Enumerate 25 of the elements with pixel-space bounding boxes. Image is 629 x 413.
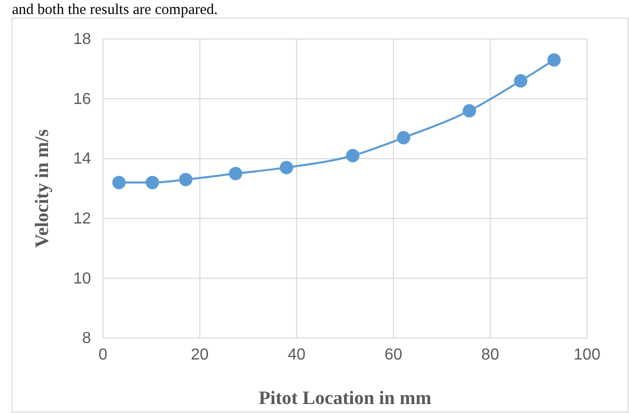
point	[462, 104, 476, 118]
x-tick-label: 40	[288, 346, 306, 364]
y-axis-title: Velocity in m/s	[32, 129, 53, 248]
point	[146, 176, 160, 190]
point	[396, 131, 410, 144]
point	[112, 176, 126, 190]
point	[514, 74, 528, 88]
x-tick-label: 60	[384, 346, 402, 364]
x-tick-label: 0	[98, 346, 108, 364]
x-tick-label: 100	[574, 346, 600, 364]
point	[280, 160, 294, 174]
x-tick-label: 20	[190, 346, 209, 364]
y-tick-label: 16	[73, 90, 92, 108]
text: and both the results are compared.	[12, 2, 218, 18]
point	[547, 53, 561, 67]
x-tick-label: 80	[481, 346, 500, 364]
point	[346, 148, 360, 162]
point	[179, 172, 192, 186]
y-tick-label: 18	[73, 31, 92, 48]
y-tick-label: 10	[73, 270, 92, 288]
x-axis-title: Pitot Location in mm	[258, 388, 432, 409]
point	[228, 166, 242, 180]
y-tick-label: 8	[82, 330, 92, 348]
y-tick-label: 14	[73, 150, 92, 168]
y-tick-label: 12	[73, 210, 92, 228]
